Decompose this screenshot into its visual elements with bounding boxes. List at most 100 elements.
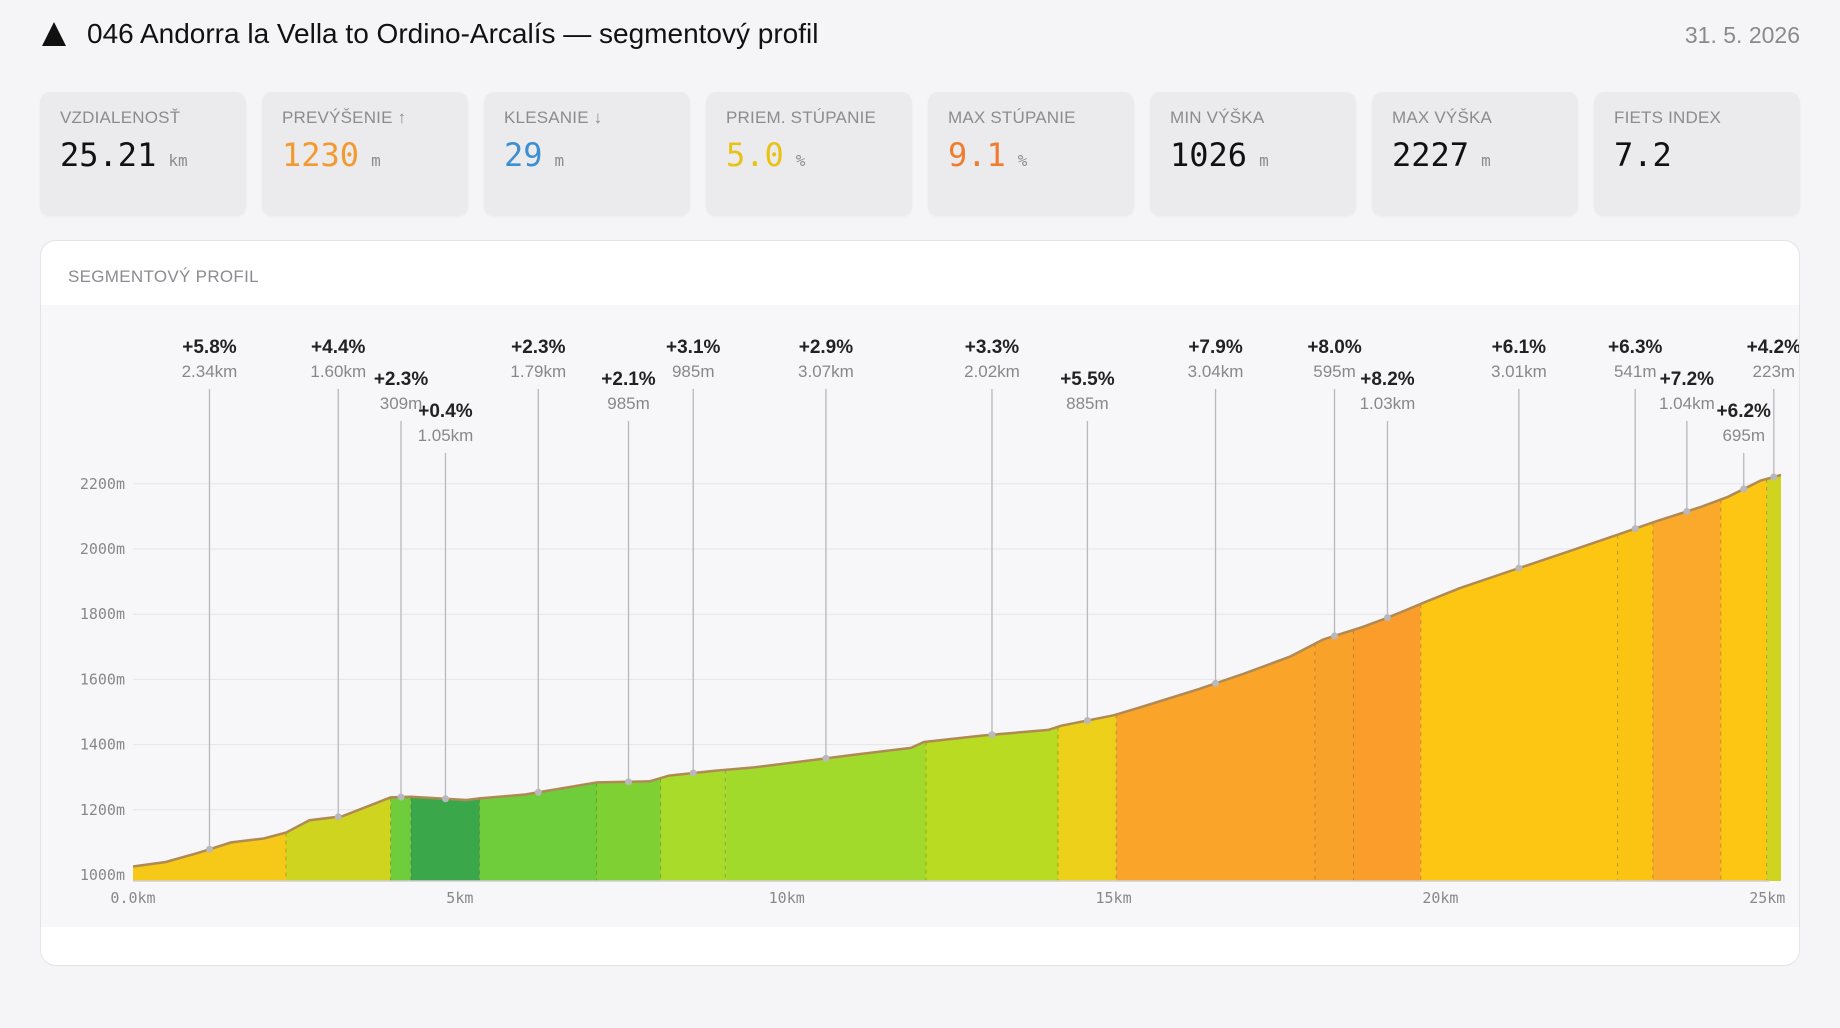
y-tick-label: 1000m xyxy=(80,866,125,884)
card-title: SEGMENTOVÝ PROFIL xyxy=(68,267,259,286)
segment-length-label: 885m xyxy=(1066,394,1109,413)
segment-area xyxy=(285,797,391,881)
segment-length-label: 1.79km xyxy=(510,362,566,381)
stat-label: MAX VÝŠKA xyxy=(1392,108,1493,127)
stat-label: FIETS INDEX xyxy=(1614,108,1722,127)
stat-avg-gradient: PRIEM. STÚPANIE 5.0% xyxy=(706,92,912,216)
segment-grade-label: +5.5% xyxy=(1060,369,1115,390)
segment-grade-label: +2.3% xyxy=(511,337,566,358)
segment-area xyxy=(1766,475,1781,881)
label-dot xyxy=(334,813,342,821)
x-tick-label: 0.0km xyxy=(110,889,155,907)
label-dot xyxy=(1631,525,1639,533)
stat-min-elevation: MIN VÝŠKA 1026 m xyxy=(1150,92,1356,216)
stat-value: 7.2 xyxy=(1614,136,1672,174)
label-dot xyxy=(1515,564,1523,572)
page-title: 046 Andorra la Vella to Ordino-Arcalís —… xyxy=(87,18,819,49)
stat-unit: m xyxy=(1259,151,1269,170)
stat-unit: m xyxy=(554,151,565,170)
label-dot xyxy=(988,731,996,739)
stat-label: PRIEM. STÚPANIE xyxy=(726,108,877,127)
stat-value: 9.1 xyxy=(948,136,1006,174)
segment-area xyxy=(479,782,597,881)
plot-area: 1000m 1200m 1400m 1600m 1800m 2000m 2200m 0.0km… xyxy=(41,305,1799,927)
segment-area xyxy=(1314,629,1354,881)
label-dot xyxy=(205,845,213,853)
segment-grade-label: +2.3% xyxy=(374,369,429,390)
segment-length-label: 3.07km xyxy=(798,362,854,381)
stat-elevation-gain: PREVÝŠENIE ↑ 1230 m xyxy=(262,92,468,216)
label-dot xyxy=(689,769,697,777)
segment-length-label: 985m xyxy=(607,394,650,413)
y-tick-label: 1600m xyxy=(80,670,125,688)
segment-length-label: 1.04km xyxy=(1659,394,1715,413)
segment-length-label: 541m xyxy=(1614,362,1657,381)
stats-row: VZDIALENOSŤ 25.21 km PREVÝŠENIE ↑ 1230 m K… xyxy=(40,92,1800,216)
segment-area xyxy=(390,796,411,881)
segment-grade-label: +6.1% xyxy=(1492,337,1547,358)
stat-value: 1230 xyxy=(282,136,360,174)
y-tick-label: 1200m xyxy=(80,801,125,819)
stat-max-gradient: MAX STÚPANIE 9.1% xyxy=(928,92,1134,216)
label-dot xyxy=(625,778,633,786)
stat-distance: VZDIALENOSŤ 25.21 km xyxy=(40,92,246,216)
label-dot xyxy=(1212,679,1220,687)
stat-unit: km xyxy=(168,151,188,170)
segment-length-label: 223m xyxy=(1753,362,1796,381)
x-tick-label: 5km xyxy=(446,889,473,907)
segment-length-label: 595m xyxy=(1313,362,1356,381)
stat-unit: % xyxy=(795,151,806,170)
date-label: 31. 5. 2026 xyxy=(1684,22,1800,48)
stat-label: MAX STÚPANIE xyxy=(948,108,1076,127)
segment-length-label: 1.03km xyxy=(1360,394,1416,413)
segment-area xyxy=(1617,522,1653,881)
y-tick-label: 1800m xyxy=(80,605,125,623)
label-dot xyxy=(1383,614,1391,622)
segment-length-label: 3.04km xyxy=(1188,362,1244,381)
segment-grade-label: +3.3% xyxy=(965,337,1020,358)
elevation-line xyxy=(132,473,1782,868)
segment-area xyxy=(660,769,726,881)
x-tick-label: 10km xyxy=(769,889,805,907)
x-tick-label: 20km xyxy=(1422,889,1458,907)
segment-length-label: 1.05km xyxy=(418,426,474,445)
stat-value: 29 xyxy=(504,136,543,174)
elevation-chart[interactable]: 1000m 1200m 1400m 1600m 1800m 2000m 2200m 0.0km… xyxy=(41,305,1799,927)
stat-value: 5.0 xyxy=(726,136,784,174)
segment-area xyxy=(1353,603,1421,881)
label-dot xyxy=(397,793,405,801)
segment-grade-label: +7.9% xyxy=(1188,337,1243,358)
segment-grade-label: +4.2% xyxy=(1747,337,1799,358)
profile-card: SEGMENTOVÝ PROFIL 1000m 1200m 1400m 1600m 18… xyxy=(40,240,1800,966)
stat-label: KLESANIE ↓ xyxy=(504,108,603,127)
label-dot xyxy=(1083,716,1091,724)
x-tick-label: 25km xyxy=(1749,889,1785,907)
segment-area xyxy=(925,726,1058,881)
segment-grade-label: +7.2% xyxy=(1660,369,1715,390)
segment-grade-label: +8.2% xyxy=(1360,369,1415,390)
y-tick-label: 1400m xyxy=(80,736,125,754)
stat-label: PREVÝŠENIE ↑ xyxy=(282,108,407,127)
x-tick-label: 15km xyxy=(1096,889,1132,907)
segment-grade-label: +0.4% xyxy=(418,401,473,422)
label-dot xyxy=(1683,507,1691,515)
label-dot xyxy=(1770,473,1778,481)
segment-length-label: 1.60km xyxy=(310,362,366,381)
header: 046 Andorra la Vella to Ordino-Arcalís —… xyxy=(40,14,1800,58)
label-dot xyxy=(822,754,830,762)
y-tick-label: 2000m xyxy=(80,540,125,558)
segment-grade-label: +2.1% xyxy=(601,369,656,390)
label-dot xyxy=(441,795,449,803)
segment-grade-label: +6.2% xyxy=(1717,401,1772,422)
segment-length-label: 3.01km xyxy=(1491,362,1547,381)
stat-descent: KLESANIE ↓ 29 m xyxy=(484,92,690,216)
y-tick-label: 2200m xyxy=(80,475,125,493)
label-dot xyxy=(534,788,542,796)
stat-unit: m xyxy=(371,151,381,170)
stat-value: 25.21 xyxy=(60,136,157,174)
segment-area xyxy=(596,778,661,881)
segment-area xyxy=(1116,643,1315,881)
stat-unit: m xyxy=(1481,151,1491,170)
segment-length-label: 309m xyxy=(380,394,423,413)
segment-area xyxy=(1652,499,1721,881)
